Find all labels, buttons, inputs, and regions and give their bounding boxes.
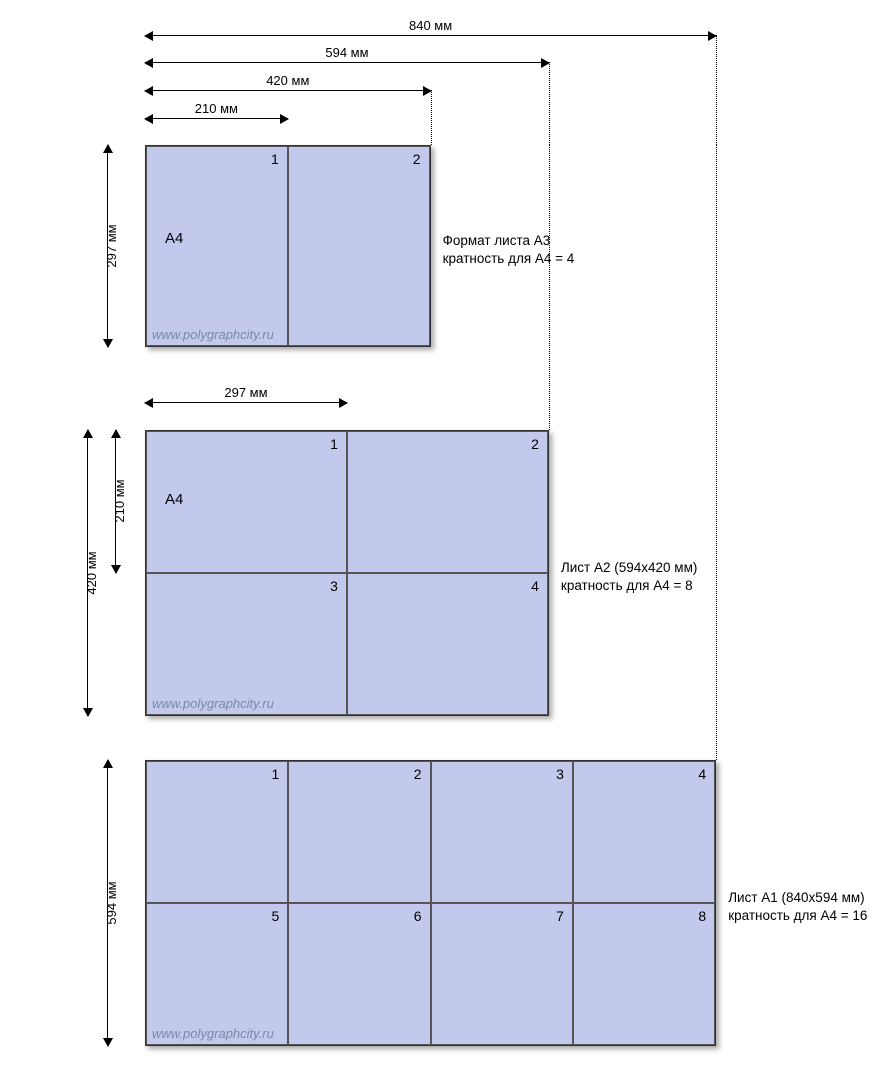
dim-top-0: 840 мм <box>145 35 716 36</box>
desc-line2: кратность для А4 = 4 <box>443 250 575 268</box>
dim-top-1: 594 мм <box>145 62 549 63</box>
cell-format-label: A4 <box>165 491 183 508</box>
sheet-a3-cell-2: 2 <box>288 146 430 346</box>
dim-a2-v-1-label: 210 мм <box>112 480 127 523</box>
dim-a1-v-0: 594 мм <box>107 760 108 1046</box>
sheet-a1-cell-5: 5 <box>146 903 288 1045</box>
desc-a2: Лист А2 (594х420 мм)кратность для А4 = 8 <box>561 559 697 595</box>
sheet-a1-cell-3: 3 <box>431 761 573 903</box>
sheet-a3: 1A42www.polygraphcity.ru <box>145 145 431 347</box>
cell-number: 3 <box>556 766 564 782</box>
desc-a3: Формат листа А3кратность для А4 = 4 <box>443 232 575 268</box>
sheet-a1-cell-4: 4 <box>573 761 715 903</box>
ext-840-to-a1 <box>716 145 717 760</box>
cell-number: 7 <box>556 908 564 924</box>
cell-number: 2 <box>413 151 421 167</box>
sheet-a2-cell-2: 2 <box>347 431 548 573</box>
sheet-a1-cell-6: 6 <box>288 903 430 1045</box>
cell-number: 1 <box>271 151 279 167</box>
sheet-a3-cell-1: 1 A4 <box>146 146 288 346</box>
sheet-a2-cell-3: 3 <box>146 573 347 715</box>
cell-number: 1 <box>330 436 338 452</box>
sheet-a2-cell-1: 1 A4 <box>146 431 347 573</box>
sheet-a1-cell-8: 8 <box>573 903 715 1045</box>
sheet-a1: 12345678www.polygraphcity.ru <box>145 760 716 1046</box>
sheet-a2-cell-4: 4 <box>347 573 548 715</box>
dim-a2-v-0: 420 мм <box>87 430 88 716</box>
desc-line2: кратность для А4 = 16 <box>728 907 867 925</box>
ext-594-to-a2 <box>549 145 550 430</box>
desc-a1: Лист А1 (840х594 мм)кратность для А4 = 1… <box>728 889 867 925</box>
dim-top-2-label: 420 мм <box>266 73 309 88</box>
dim-top-3-label: 210 мм <box>195 101 238 116</box>
sheet-a2: 1A4234www.polygraphcity.ru <box>145 430 549 716</box>
ext-top-0 <box>716 35 717 145</box>
dim-a2-v-0-label: 420 мм <box>84 551 99 594</box>
cell-number: 2 <box>414 766 422 782</box>
sheet-a1-cell-2: 2 <box>288 761 430 903</box>
sheet-a1-cell-1: 1 <box>146 761 288 903</box>
ext-top-2 <box>431 90 432 145</box>
dim-a1-v-0-label: 594 мм <box>104 881 119 924</box>
dim-a3-v-0: 297 мм <box>107 145 108 347</box>
cell-number: 4 <box>698 766 706 782</box>
dim-top-2: 420 мм <box>145 90 431 91</box>
desc-line1: Лист А1 (840х594 мм) <box>728 889 867 907</box>
ext-top-1 <box>549 62 550 145</box>
cell-number: 6 <box>414 908 422 924</box>
cell-number: 4 <box>531 578 539 594</box>
dim-a2-v-1: 210 мм <box>115 430 116 573</box>
dim-a2-h-0-label: 297 мм <box>224 385 267 400</box>
cell-number: 5 <box>272 908 280 924</box>
dim-top-1-label: 594 мм <box>325 45 368 60</box>
desc-line1: Лист А2 (594х420 мм) <box>561 559 697 577</box>
cell-number: 3 <box>330 578 338 594</box>
dim-top-3: 210 мм <box>145 118 288 119</box>
dim-a3-v-0-label: 297 мм <box>104 224 119 267</box>
cell-number: 1 <box>272 766 280 782</box>
cell-number: 8 <box>698 908 706 924</box>
desc-line1: Формат листа А3 <box>443 232 575 250</box>
cell-format-label: A4 <box>165 230 183 247</box>
dim-top-0-label: 840 мм <box>409 18 452 33</box>
dim-a2-h-0: 297 мм <box>145 402 347 403</box>
sheet-a1-cell-7: 7 <box>431 903 573 1045</box>
desc-line2: кратность для А4 = 8 <box>561 577 697 595</box>
cell-number: 2 <box>531 436 539 452</box>
